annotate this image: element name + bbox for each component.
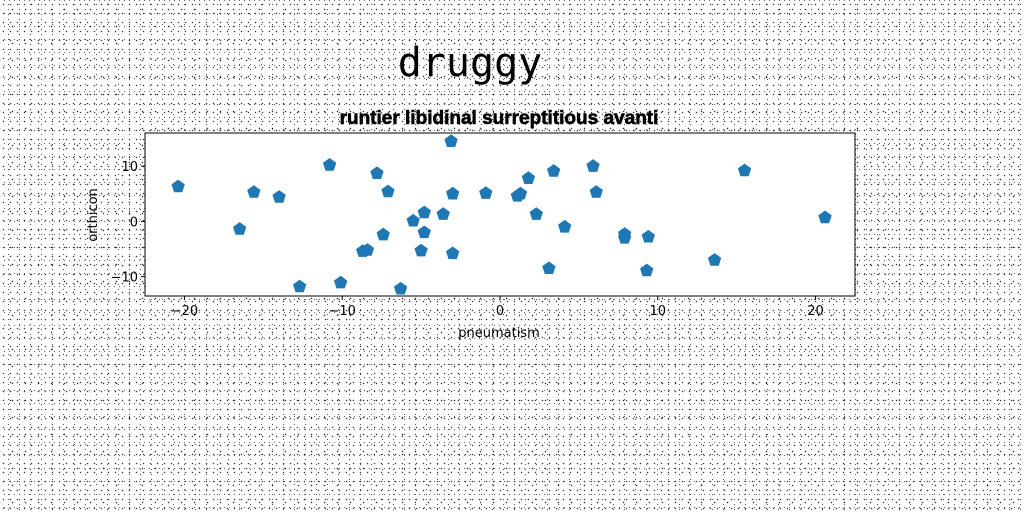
scatter-point — [381, 184, 395, 198]
scatter-point — [406, 213, 420, 227]
scatter-point — [521, 171, 536, 184]
scatter-point — [818, 210, 832, 224]
x-tick-label: −10 — [329, 304, 356, 319]
scatter-point — [333, 275, 348, 289]
scatter-point — [529, 207, 543, 220]
scatter-point — [444, 134, 458, 147]
scatter-point — [171, 179, 185, 193]
scatter-point — [417, 225, 431, 239]
scatter-point — [707, 253, 722, 266]
scatter-point — [393, 281, 408, 295]
y-axis: −10 0 10 — [111, 160, 145, 286]
scatter-point — [641, 229, 655, 243]
scatter-point — [436, 207, 450, 220]
scatter-point — [640, 263, 654, 277]
scatter-point — [360, 243, 375, 256]
scatter-point — [376, 227, 390, 241]
scatter-point — [546, 164, 561, 177]
x-axis-label: pneumatism — [458, 326, 540, 341]
scatter-point — [617, 230, 632, 244]
y-axis-label: orthicon — [86, 188, 101, 242]
scatter-point — [542, 261, 556, 275]
scatter-points — [171, 134, 832, 295]
y-tick-label: 0 — [130, 215, 138, 230]
scatter-point — [292, 279, 307, 293]
plot-area — [144, 132, 856, 297]
scatter-point — [233, 222, 247, 235]
scatter-point — [414, 243, 428, 257]
x-axis: −20 −10 0 10 20 — [171, 296, 824, 319]
x-tick-label: −20 — [171, 304, 198, 319]
x-tick-label: 20 — [807, 304, 824, 319]
scatter-point — [479, 186, 493, 199]
scatter-point — [247, 185, 261, 198]
scatter-point — [272, 190, 286, 203]
scatter-point — [586, 159, 600, 172]
scatter-point — [589, 185, 603, 198]
scatter-point — [446, 186, 460, 200]
scatter-point — [370, 166, 384, 179]
scatter-point — [737, 163, 752, 177]
figure-suptitle: druggy — [398, 40, 543, 86]
scatter-point — [322, 158, 337, 171]
chart-title: runtier libidinal surreptitious avanti — [340, 108, 659, 129]
y-tick-label: −10 — [111, 271, 138, 286]
scatter-point — [513, 186, 528, 200]
scatter-point — [446, 246, 460, 260]
x-tick-label: 0 — [496, 304, 504, 319]
x-tick-label: 10 — [650, 304, 667, 319]
y-tick-label: 10 — [121, 160, 138, 175]
scatter-point — [417, 205, 431, 219]
scatter-point — [558, 219, 572, 233]
